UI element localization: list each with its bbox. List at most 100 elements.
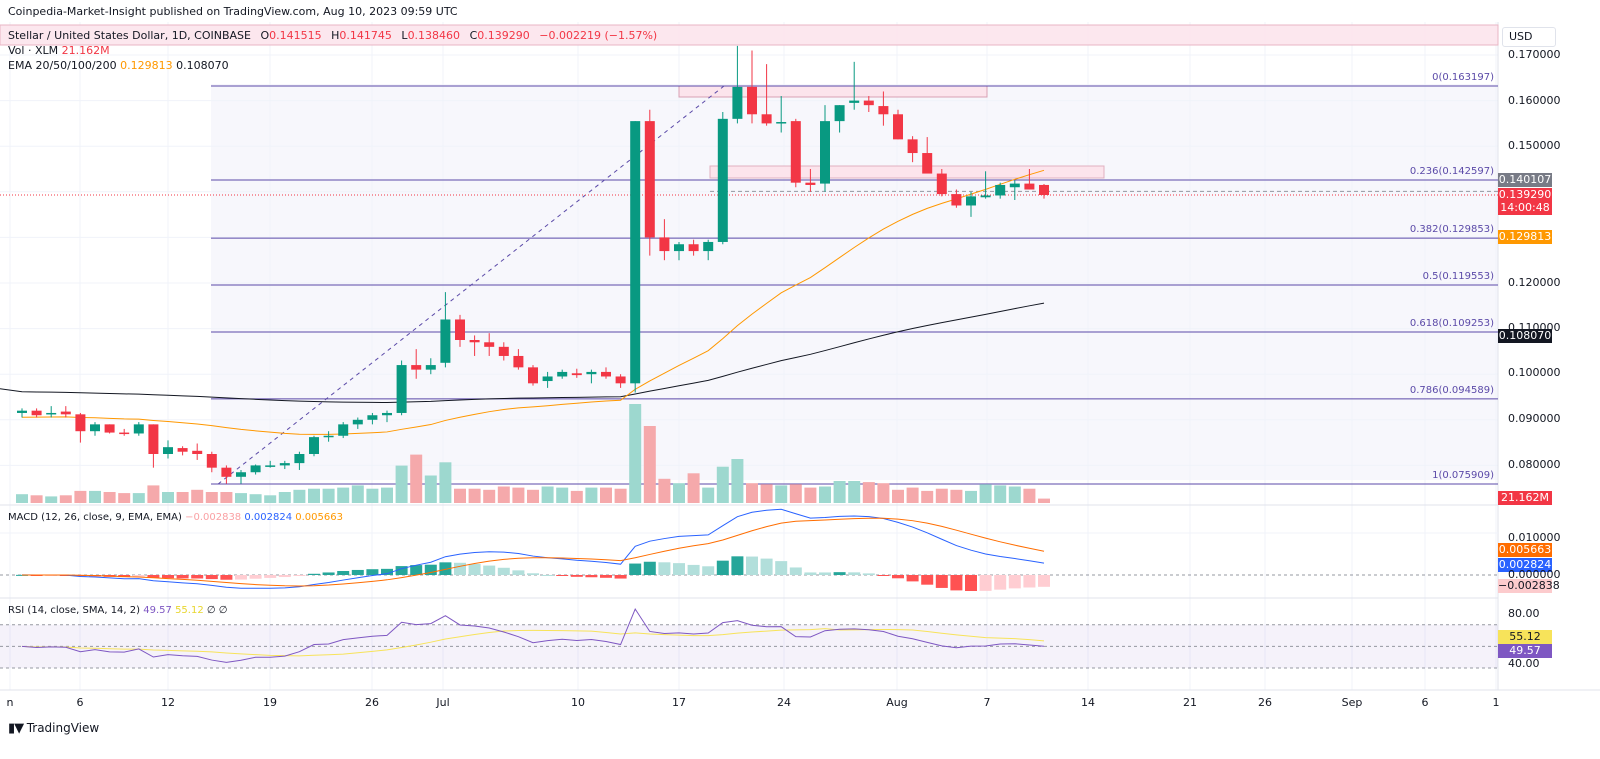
- macd-histogram-bar: [176, 575, 189, 579]
- candle-body: [309, 437, 319, 454]
- macd-histogram-bar: [833, 572, 846, 575]
- candle-body: [893, 114, 903, 140]
- published-caption: Coinpedia-Market-Insight published on Tr…: [8, 5, 458, 18]
- time-tick: 24: [777, 696, 791, 709]
- macd-histogram-bar: [979, 575, 992, 591]
- candle-body: [148, 424, 159, 454]
- candle-body: [425, 365, 436, 370]
- price-tick: 0.170000: [1508, 48, 1561, 61]
- last-high-tag: 0.140107: [1498, 173, 1552, 187]
- time-tick: n: [6, 696, 14, 709]
- price-tick: 0.160000: [1508, 94, 1561, 107]
- time-tick: Jul: [436, 696, 450, 709]
- macd-line-value: 0.002824: [244, 512, 293, 523]
- time-tick: 6: [76, 696, 84, 709]
- volume-bar: [716, 466, 729, 503]
- volume-bar: [789, 484, 802, 503]
- ema50-line: [21, 169, 1045, 435]
- candle-body: [703, 241, 714, 252]
- volume-bar: [264, 495, 277, 503]
- candle-body: [17, 410, 27, 413]
- macd-histogram-bar: [760, 558, 773, 575]
- macd-histogram-bar: [424, 564, 437, 575]
- volume-bar: [848, 481, 861, 503]
- time-tick: 26: [1258, 696, 1272, 709]
- tradingview-logo[interactable]: ▮▼ TradingView: [8, 721, 99, 736]
- macd-line: [21, 508, 1045, 589]
- rsi-label: RSI (14, close, SMA, 14, 2): [8, 605, 141, 616]
- volume-bar: [673, 483, 685, 503]
- macd-histogram-bar: [512, 570, 525, 575]
- candle-body: [805, 182, 816, 185]
- candle-body: [60, 411, 71, 415]
- macd-histogram-bar: [264, 575, 277, 578]
- candle-body: [46, 412, 57, 415]
- close-value: 0.139290: [477, 29, 530, 42]
- candle-body: [674, 244, 684, 252]
- candle-body: [221, 467, 232, 477]
- candle-body: [1009, 183, 1020, 188]
- volume-bar: [760, 484, 773, 503]
- macd-histogram-bar: [687, 564, 700, 575]
- macd-histogram-bar: [556, 575, 569, 576]
- volume-bar: [89, 490, 101, 503]
- candle-body: [688, 244, 699, 252]
- fib-level-label: 1(0.075909): [1432, 470, 1494, 482]
- macd-tick: 0.010000: [1508, 531, 1561, 544]
- volume-bar: [862, 482, 875, 503]
- volume-bar: [1038, 498, 1050, 503]
- volume-bar: [512, 487, 525, 503]
- rsi-value: 49.57: [143, 605, 172, 616]
- candle-body: [907, 139, 918, 154]
- change-value: −0.002219 (−1.57%): [539, 29, 658, 42]
- rsi-tick: 80.00: [1508, 607, 1540, 620]
- macd-hist-value: −0.002838: [185, 512, 242, 523]
- macd-histogram-bar: [702, 566, 715, 575]
- candle-body: [279, 463, 290, 466]
- price-tick: 0.150000: [1508, 139, 1561, 152]
- volume-bar: [468, 488, 481, 503]
- candle-body: [513, 355, 524, 368]
- macd-histogram-bar: [658, 562, 671, 575]
- currency-selector[interactable]: USD: [1502, 27, 1556, 47]
- macd-signal-tag: 0.005663: [1498, 543, 1552, 557]
- volume-bar: [643, 426, 656, 503]
- macd-histogram-bar: [308, 573, 320, 575]
- candle-body: [352, 419, 363, 425]
- candle-body: [294, 454, 305, 464]
- symbol-title: Stellar / United States Dollar, 1D, COIN…: [8, 29, 251, 42]
- volume-bar: [220, 492, 233, 503]
- countdown-tag: 14:00:48: [1498, 201, 1552, 215]
- volume-bar: [775, 485, 788, 503]
- volume-bar: [118, 493, 131, 503]
- volume-bar: [600, 487, 612, 503]
- candle-body: [790, 121, 801, 183]
- macd-histogram-bar: [1008, 575, 1021, 589]
- macd-histogram-bar: [191, 575, 204, 579]
- macd-histogram-bar: [439, 562, 452, 575]
- macd-histogram-bar: [848, 572, 861, 575]
- macd-histogram-bar: [410, 565, 423, 575]
- macd-histogram-bar: [877, 575, 890, 576]
- macd-histogram-bar: [804, 572, 817, 575]
- high-value: 0.141745: [339, 29, 392, 42]
- volume-bar: [59, 495, 72, 503]
- volume-bar: [147, 485, 160, 503]
- candle-body: [1024, 183, 1035, 190]
- volume-bar: [74, 490, 87, 503]
- candle-body: [571, 373, 582, 376]
- candle-body: [133, 424, 144, 434]
- candle-body: [367, 415, 378, 420]
- candle-body: [498, 346, 509, 356]
- candle-body: [75, 414, 86, 432]
- macd-histogram-bar: [541, 574, 554, 576]
- candle-body: [630, 121, 641, 384]
- macd-histogram-bar: [775, 561, 788, 575]
- macd-histogram-bar: [746, 556, 758, 575]
- volume-bar: [527, 489, 539, 503]
- ema200-line: [0, 302, 1045, 403]
- tradingview-logo-icon: ▮▼: [8, 721, 27, 736]
- price-tick: 0.080000: [1508, 458, 1561, 471]
- volume-bar: [746, 483, 758, 503]
